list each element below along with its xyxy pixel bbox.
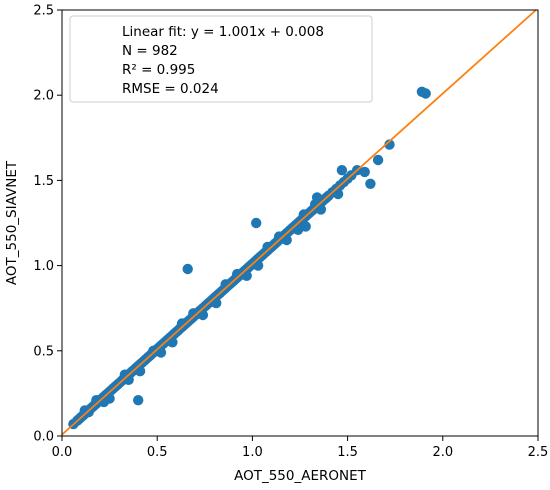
scatter-point	[273, 231, 285, 242]
scatter-point	[251, 217, 262, 229]
scatter-point	[134, 366, 146, 377]
linear-fit-line	[61, 9, 537, 436]
scatter-point	[384, 139, 395, 150]
y-axis-ticks: 0.0 0.5 1.0 1.5 2.0 2.5	[33, 4, 62, 445]
x-tick-label: 1.0	[242, 445, 263, 460]
stat-linear-fit: Linear fit: y = 1.001x + 0.008	[122, 24, 324, 40]
scatter-point	[372, 154, 384, 166]
scatter-point	[197, 309, 209, 321]
scatter-point	[420, 88, 431, 99]
y-axis-label: AOT_550_SIAVNET	[4, 160, 20, 285]
x-tick-label: 0.0	[52, 445, 73, 460]
plot-frame	[61, 9, 539, 437]
scatter-point	[133, 395, 144, 406]
x-axis-ticks: 0.0 0.5 1.0 1.5 2.0 2.5	[52, 436, 549, 460]
scatter-point	[188, 308, 199, 319]
y-tick-label: 0.0	[33, 430, 54, 445]
scatter-point	[167, 337, 178, 348]
stats-legend-box: Linear fit: y = 1.001x + 0.008 N = 982 R…	[69, 15, 373, 103]
stats-box-background	[69, 15, 373, 103]
scatter-point	[232, 268, 243, 280]
scatter-point	[176, 318, 188, 329]
scatter-point	[332, 188, 344, 200]
x-tick-label: 1.5	[337, 445, 358, 460]
stat-r-squared: R² = 0.995	[122, 62, 195, 78]
y-tick-label: 1.5	[33, 174, 54, 189]
scatter-point	[148, 345, 159, 356]
scatter-point	[182, 263, 193, 275]
scatter-point	[336, 165, 348, 176]
scatter-point	[241, 270, 252, 281]
scatter-point	[298, 209, 309, 220]
scatter-point	[262, 241, 273, 253]
scatter-points	[68, 86, 431, 430]
stat-n: N = 982	[122, 43, 178, 59]
scatter-point	[359, 166, 370, 178]
scatter-point	[365, 178, 376, 189]
x-tick-label: 2.0	[432, 445, 453, 460]
stat-rmse: RMSE = 0.024	[122, 81, 219, 97]
scatter-point	[211, 297, 222, 309]
y-tick-label: 0.5	[33, 344, 54, 359]
scatter-point	[252, 260, 264, 271]
scatter-point	[300, 221, 311, 232]
x-tick-label: 0.5	[147, 445, 168, 460]
x-axis-label: AOT_550_AERONET	[234, 468, 367, 484]
scatter-point	[311, 192, 323, 203]
x-tick-label: 2.5	[528, 445, 549, 460]
scatter-point	[220, 279, 231, 290]
y-tick-label: 2.0	[33, 89, 54, 104]
y-tick-label: 1.0	[33, 259, 54, 274]
y-tick-label: 2.5	[33, 4, 54, 19]
